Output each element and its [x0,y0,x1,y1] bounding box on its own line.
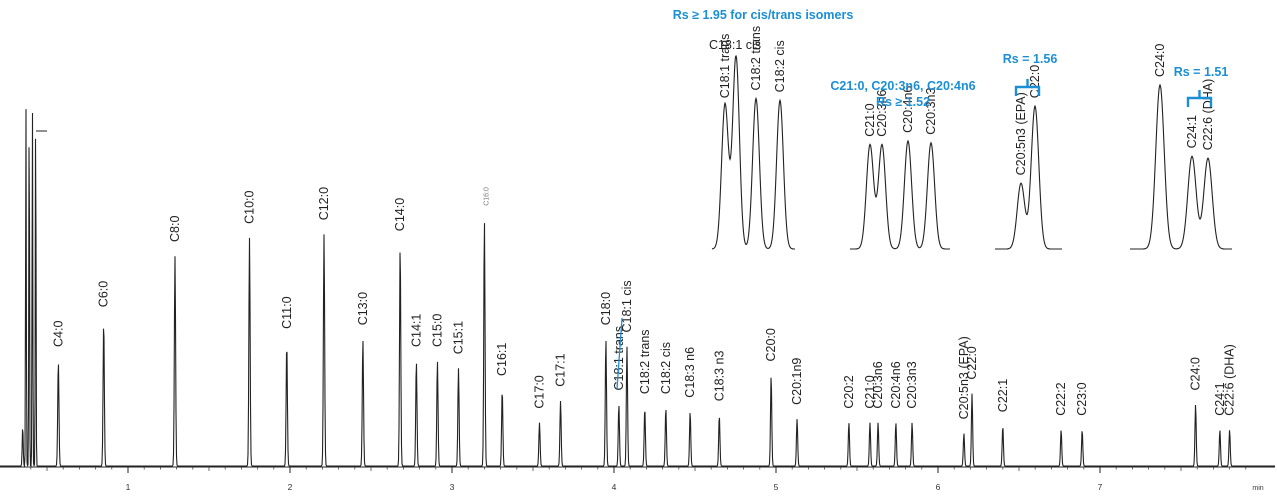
inset-peak-label: C18:2 trans [749,26,763,91]
peak-label: C22:1 [996,379,1010,412]
peak-label: C18:3 n6 [683,347,697,398]
peak-label: C22:0 [965,346,979,379]
inset-trace [711,54,795,250]
peak-label: C13:0 [356,292,370,325]
inset-peak-label: C18:1 cis [709,38,761,52]
peak-label: C18:1 cis [620,280,634,332]
peak-label: C11:0 [280,296,294,328]
peak-label: C23:0 [1075,382,1089,415]
peak-label: C21:0 [863,375,877,408]
x-tick-label: 5 [774,482,779,492]
inset-peak-label: C18:1 trans [718,34,732,99]
peak-label: C17:1 [554,353,568,386]
inset-trace [995,104,1062,250]
peak-label: C15:1 [452,321,466,354]
peak-label: C18:2 trans [638,329,652,394]
peak-label: C12:0 [317,187,331,220]
resolution-note: C21:0, C20:3n6, C20:4n6 [830,79,975,93]
inset-peak-label: C20:3n6 [875,89,889,136]
peak-label: C15:0 [430,314,444,347]
peak-label: C18:2 cis [659,342,673,394]
x-tick-label: 6 [936,482,941,492]
x-tick-label: 3 [450,482,455,492]
resolution-bracket [1014,79,1041,96]
resolution-bracket [1186,90,1213,107]
resolution-note: Rs ≥ 1.95 for cis/trans isomers [673,8,854,22]
peak-label: C20:4n6 [889,361,903,408]
peak-label: C18:3 n3 [712,351,726,402]
peak-label: C24:1 [1213,382,1227,415]
peak-label: C20:2 [842,375,856,408]
peak-label: C10:0 [243,190,257,223]
peak-label: C20:3n6 [871,361,885,408]
peak-label: C20:1n9 [790,358,804,405]
main-chromatogram: C4:0 C6:0 C8:0 C10:0 C11:0 C12:0 C13:0 C14:0 C14… [0,109,1275,469]
peak-label: C14:1 [409,314,423,347]
inset-peak-label: C20:4n6 [901,86,915,133]
x-tick-label: 7 [1098,482,1103,492]
peak-label: C16:1 [495,343,509,376]
peak-label: C14:0 [393,198,407,231]
peak-label: C16:0 [483,187,490,206]
resolution-note: Rs = 1.51 [1174,65,1229,79]
x-unit-label: min [1252,485,1263,492]
time-axis: 1 2 3 4 5 6 7 min [0,466,1275,492]
inset-peak-label: C20:5n3 (EPA) [1014,92,1028,175]
inset-peak-label: C21:0 [863,103,877,136]
peak-label: C6:0 [97,281,111,307]
peak-label: C8:0 [168,216,182,242]
inset-peak-label: C24:1 [1185,115,1199,148]
x-tick-label: 4 [612,482,617,492]
chromatogram-trace [0,109,1275,469]
inset-peak-label: C22:6 (DHA) [1201,79,1215,151]
inset-peak-label: C24:0 [1153,44,1167,77]
resolution-notes: Rs ≥ 1.95 for cis/trans isomers C21:0, C2… [673,8,1229,109]
inset-trace [850,139,950,250]
peak-label: C20:3n3 [905,361,919,408]
peak-label: C22:6 (DHA) [1223,344,1237,416]
inset-peak-label: C20:3n3 [924,87,938,134]
resolution-note: Rs ≥ 1.52 [876,95,930,109]
cis-trans-marker [616,317,623,390]
inset-peak-label: C18:2 cis [773,40,787,92]
peak-label: C22:2 [1054,382,1068,415]
resolution-note: Rs = 1.56 [1003,52,1058,66]
peak-label: C18:0 [599,292,613,325]
x-tick-label: 2 [288,482,293,492]
inset-trace [1130,83,1232,250]
x-tick-label: 1 [126,482,131,492]
peak-label: C24:0 [1189,357,1203,390]
peak-label: C4:0 [51,321,65,347]
peak-label: C17:0 [533,375,547,408]
peak-label: C20:5n3 (EPA) [957,336,971,419]
peak-label: C20:0 [764,328,778,361]
